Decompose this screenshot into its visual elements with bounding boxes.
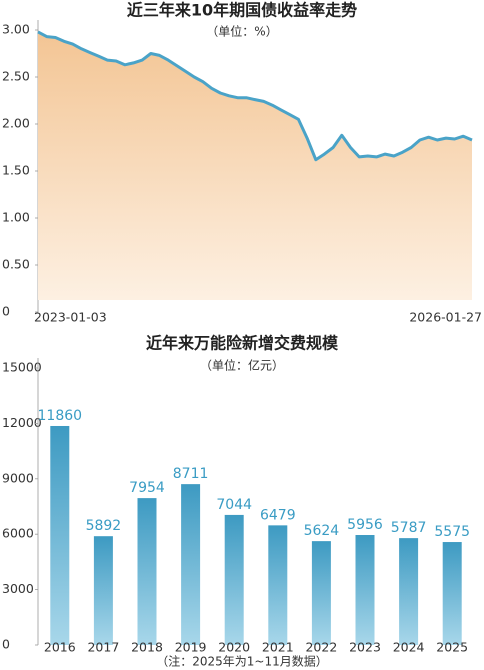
value-label: 5956	[347, 517, 383, 533]
x-tick-label: 2017	[87, 640, 119, 655]
bar	[224, 514, 244, 645]
value-label: 11860	[38, 408, 83, 424]
chart-title: 近三年来10年期国债收益率走势	[127, 1, 357, 20]
bar	[311, 541, 331, 645]
bar	[181, 484, 201, 645]
value-label: 5575	[434, 524, 470, 540]
x-tick-label: 2022	[305, 640, 337, 655]
bar	[93, 536, 113, 645]
x-tick-label: 2019	[175, 640, 207, 655]
y-tick-label: 0	[2, 304, 10, 319]
value-label: 7954	[129, 480, 165, 496]
note: （注：2025年为1~11月数据）	[156, 654, 328, 669]
x-tick-label: 2018	[131, 640, 163, 655]
y-tick-label: 9000	[2, 470, 34, 485]
x-tick-label: 2023	[349, 640, 381, 655]
value-label: 6479	[260, 507, 296, 523]
line	[37, 30, 473, 162]
y-tick-label: 3.00	[2, 22, 30, 37]
value-label: 5892	[86, 518, 122, 534]
bar	[50, 425, 70, 645]
x-tick-label: 2025	[436, 640, 468, 655]
bar	[137, 498, 157, 645]
y-tick-label: 1.00	[2, 210, 30, 225]
chart-subtitle: （单位：%）	[206, 24, 277, 39]
value-label: 5624	[304, 523, 340, 539]
value-label: 7044	[216, 497, 252, 513]
area	[38, 31, 472, 301]
y-tick-label: 1.50	[2, 163, 30, 178]
bar	[268, 525, 288, 645]
x-tick-label: 2021	[262, 640, 294, 655]
y-tick-label: 2.00	[2, 116, 30, 131]
bar	[355, 535, 375, 645]
y-tick-label: 15000	[2, 360, 42, 375]
value-label: 5787	[391, 520, 427, 536]
y-tick-label: 6000	[2, 526, 34, 541]
bar	[399, 538, 419, 645]
value-label: 8711	[173, 466, 209, 482]
y-tick-label: 3000	[2, 581, 34, 596]
x-tick-label: 2024	[393, 640, 425, 655]
x-tick-label: 2020	[218, 640, 250, 655]
y-tick-label: 0	[2, 637, 10, 652]
x-tick-label: 2023-01-03	[34, 310, 107, 325]
bar	[442, 542, 462, 645]
chart-subtitle: （单位：亿元）	[200, 358, 284, 373]
y-tick-label: 2.50	[2, 69, 30, 84]
y-tick-label: 0.50	[2, 257, 30, 272]
chart-title: 近年来万能险新增交费规模	[146, 334, 339, 353]
x-tick-label: 2016	[44, 640, 76, 655]
y-tick-label: 12000	[2, 415, 42, 430]
x-tick-label: 2026-01-27	[409, 310, 482, 325]
